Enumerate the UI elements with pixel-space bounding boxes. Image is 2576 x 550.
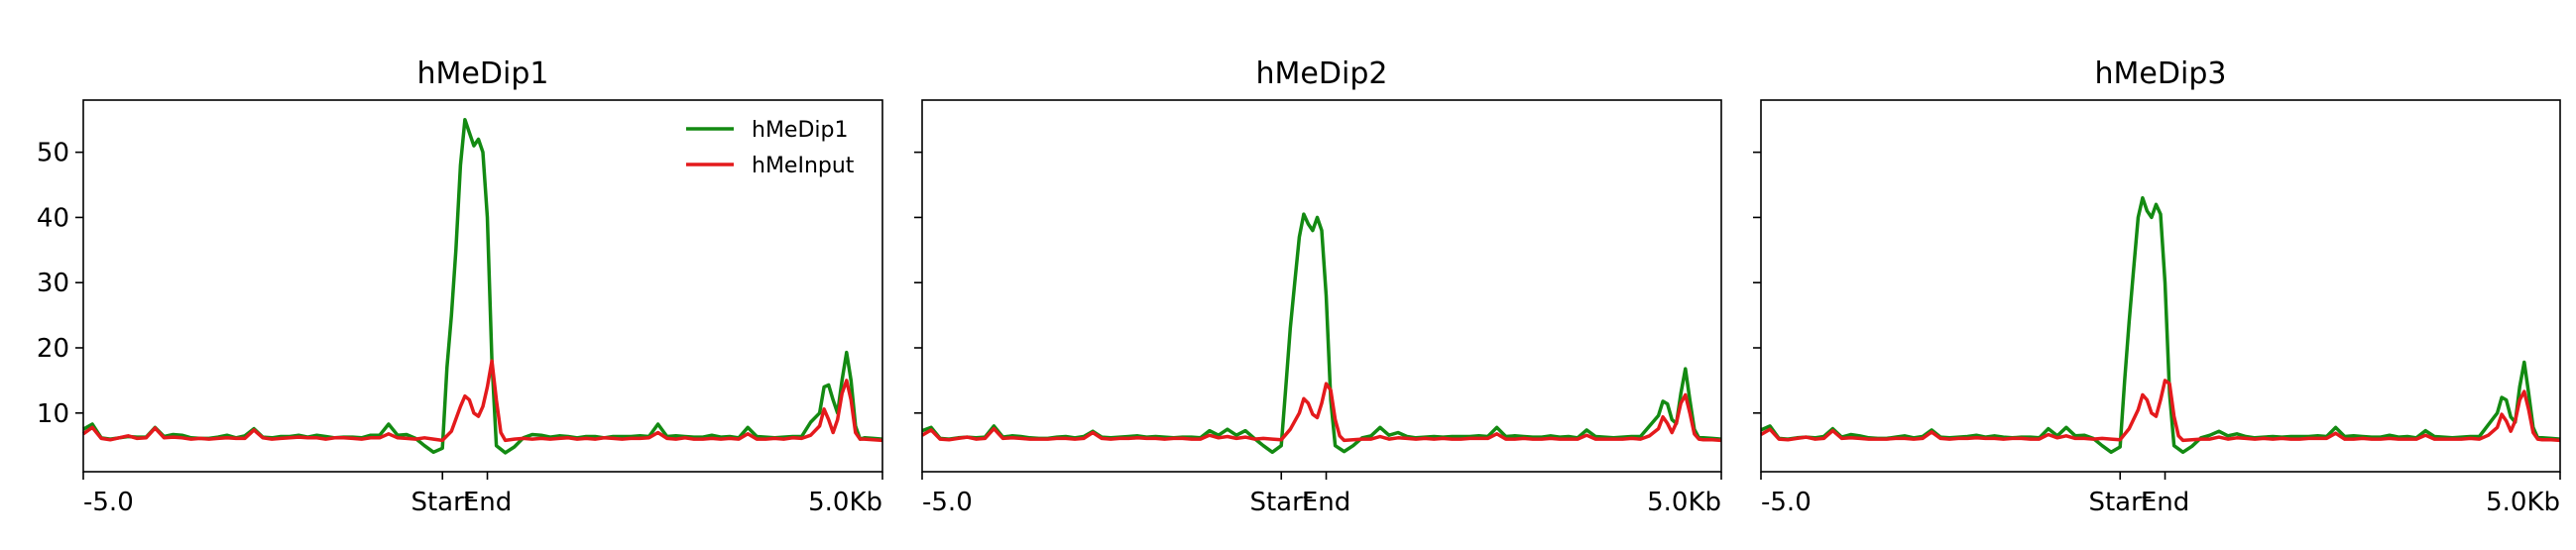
y-tick-label: 20 [37,334,69,364]
series-line-dip [921,212,1722,455]
y-tick-label: 40 [37,203,69,233]
panel-title: hMeDip3 [2095,56,2227,91]
series-line-inp [81,359,883,443]
plot-frame [921,99,1722,473]
y-tick-label: 30 [37,269,69,298]
legend-label: hMeDip1 [752,118,848,143]
legend-label: hMeInput [752,154,855,178]
panel-title: hMeDip2 [1256,56,1388,91]
x-tick-label: End [463,488,512,517]
plot-frame [82,99,883,473]
panel-title: hMeDip1 [417,56,549,91]
series-line-dip [1760,195,2561,455]
y-tick-label: 10 [37,399,69,429]
x-tick-label: End [1302,488,1350,517]
x-tick-label: End [2141,488,2189,517]
x-tick-label: -5.0 [83,488,134,517]
x-tick-label: Start [1249,488,1313,517]
y-tick-label: 50 [37,139,69,168]
x-tick-label: 5.0Kb [1647,488,1721,517]
series-line-inp [1760,379,2561,443]
x-tick-label: -5.0 [1761,488,1812,517]
x-tick-label: Start [410,488,474,517]
series-line-inp [921,382,1722,443]
x-tick-label: Start [2088,488,2152,517]
x-tick-label: 5.0Kb [2486,488,2560,517]
plot-frame [1760,99,2561,473]
x-tick-label: 5.0Kb [808,488,882,517]
x-tick-label: -5.0 [922,488,973,517]
legend: hMeDip1 hMeInput [686,118,855,178]
